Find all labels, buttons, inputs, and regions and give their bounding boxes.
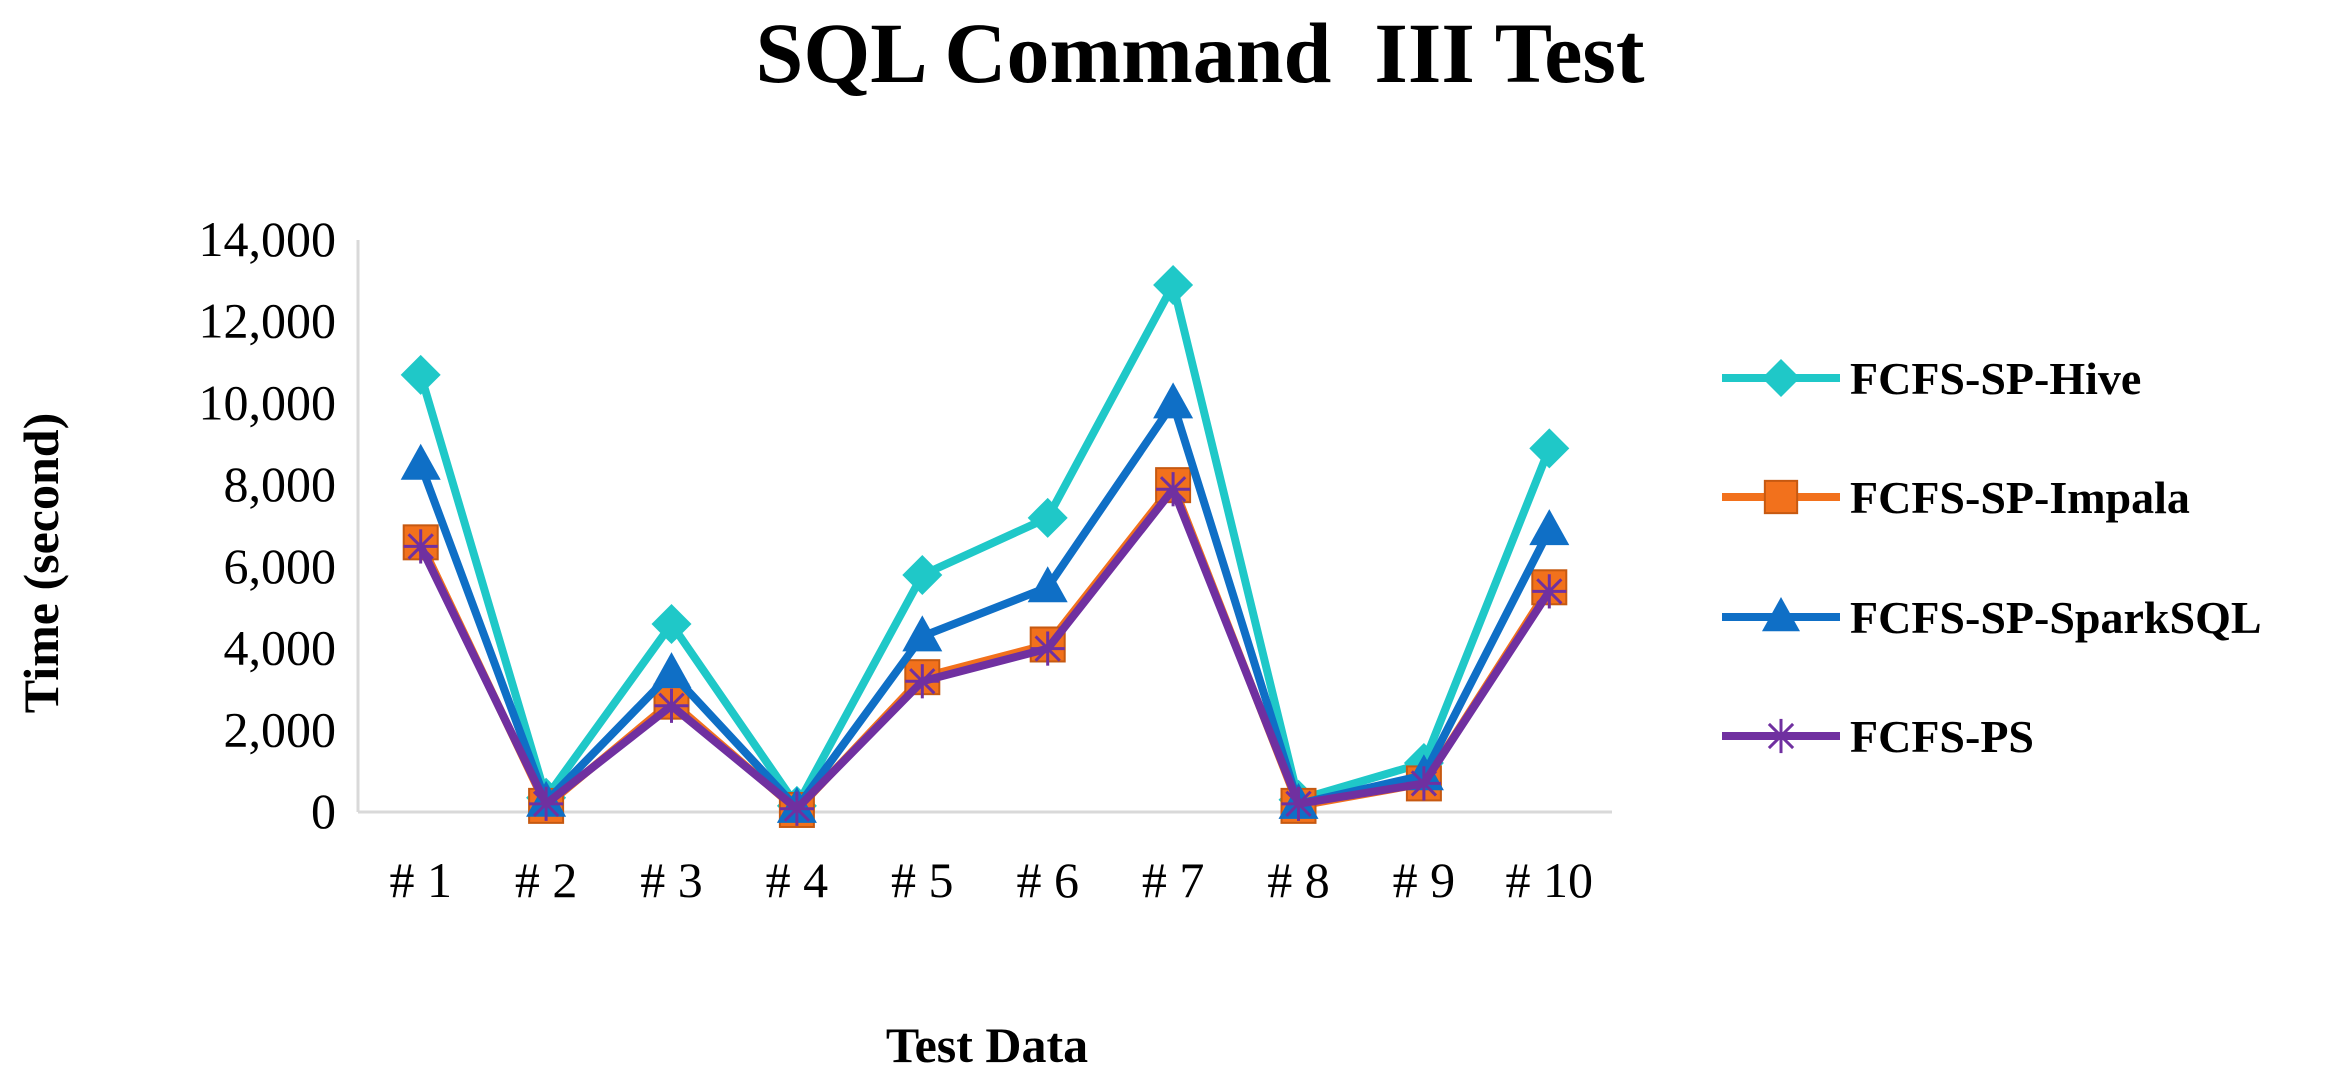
data-point [1027, 497, 1068, 538]
data-point-stroke [1767, 722, 1795, 750]
data-point [400, 354, 441, 395]
data-point-stroke [909, 668, 936, 695]
data-point [905, 664, 940, 699]
data-point-stroke [1536, 578, 1563, 605]
data-point-stroke [1159, 476, 1187, 503]
data-point [1406, 766, 1441, 801]
data-point-stroke [1285, 790, 1312, 817]
data-point [1529, 509, 1570, 546]
x-tick-label: # 9 [1393, 852, 1456, 908]
data-point [1281, 786, 1316, 821]
legend-item: FCFS-SP-Hive [1722, 353, 2141, 404]
data-point [1762, 597, 1800, 632]
legend-item: FCFS-SP-SparkSQL [1722, 592, 2262, 643]
data-point [1763, 718, 1799, 754]
legend: FCFS-SP-Hive FCFS-SP-Impala FCFS-SP-SparkS… [1722, 353, 2262, 762]
legend-label: FCFS-SP-SparkSQL [1850, 592, 2262, 643]
data-point [529, 786, 564, 821]
series-layer [400, 264, 1570, 828]
y-tick-label: 4,000 [224, 620, 337, 676]
data-point [1030, 631, 1065, 666]
data-point [902, 615, 943, 652]
data-point [902, 555, 943, 596]
series-line [416, 399, 1554, 812]
data-point [779, 791, 814, 826]
data-point-stroke [532, 790, 560, 817]
legend-item: FCFS-SP-Impala [1722, 472, 2190, 523]
x-tick-label: # 10 [1506, 852, 1594, 908]
x-tick-label: # 5 [891, 852, 954, 908]
data-point [1156, 472, 1191, 507]
x-tick-label: # 2 [515, 852, 578, 908]
data-point [1529, 428, 1570, 469]
legend-label: FCFS-PS [1850, 711, 2034, 762]
data-point [1762, 359, 1800, 397]
data-point [403, 529, 438, 564]
y-tick-label: 10,000 [199, 374, 337, 430]
data-point-stroke [407, 533, 434, 560]
data-point [1153, 264, 1194, 305]
data-point-stroke [658, 692, 685, 719]
series-fcfs-sp-hive [400, 264, 1570, 826]
data-point [1763, 479, 1799, 515]
legend-label: FCFS-SP-Hive [1850, 353, 2141, 404]
x-tick-label: # 7 [1142, 852, 1205, 908]
chart-title: SQL Command III Test [756, 5, 1645, 101]
x-tick-label: # 6 [1016, 852, 1079, 908]
legend-item: FCFS-PS [1722, 711, 2034, 762]
data-point-stroke [1410, 770, 1438, 797]
data-point [651, 604, 692, 645]
y-tick-label: 2,000 [224, 701, 337, 757]
series-fcfs-ps [403, 472, 1567, 826]
y-tick-label: 12,000 [199, 293, 337, 349]
y-tick-label: 0 [311, 783, 336, 839]
series-line [416, 280, 1554, 810]
legend-label: FCFS-SP-Impala [1850, 472, 2190, 523]
y-tick-label: 8,000 [224, 456, 337, 512]
y-tick-label: 6,000 [224, 538, 337, 594]
data-point [1153, 382, 1194, 419]
y-axis-title: Time (second) [13, 413, 69, 713]
y-tick-label: 14,000 [199, 211, 337, 267]
data-point-stroke [1034, 635, 1061, 662]
data-point [651, 652, 692, 689]
x-tick-label: # 8 [1267, 852, 1330, 908]
data-point [1027, 566, 1068, 603]
series-line [416, 485, 1554, 813]
x-tick-label: # 3 [640, 852, 703, 908]
axes: 0 2,000 4,000 6,000 8,000 10,000 12,000 14,000 #… [199, 211, 1612, 908]
x-axis-title: Test Data [886, 1017, 1088, 1073]
data-point [400, 443, 441, 480]
x-tick-label: # 1 [389, 852, 452, 908]
x-tick-label: # 4 [766, 852, 829, 908]
data-point [654, 688, 689, 723]
data-point [1532, 574, 1567, 609]
data-point-stroke [783, 795, 811, 822]
